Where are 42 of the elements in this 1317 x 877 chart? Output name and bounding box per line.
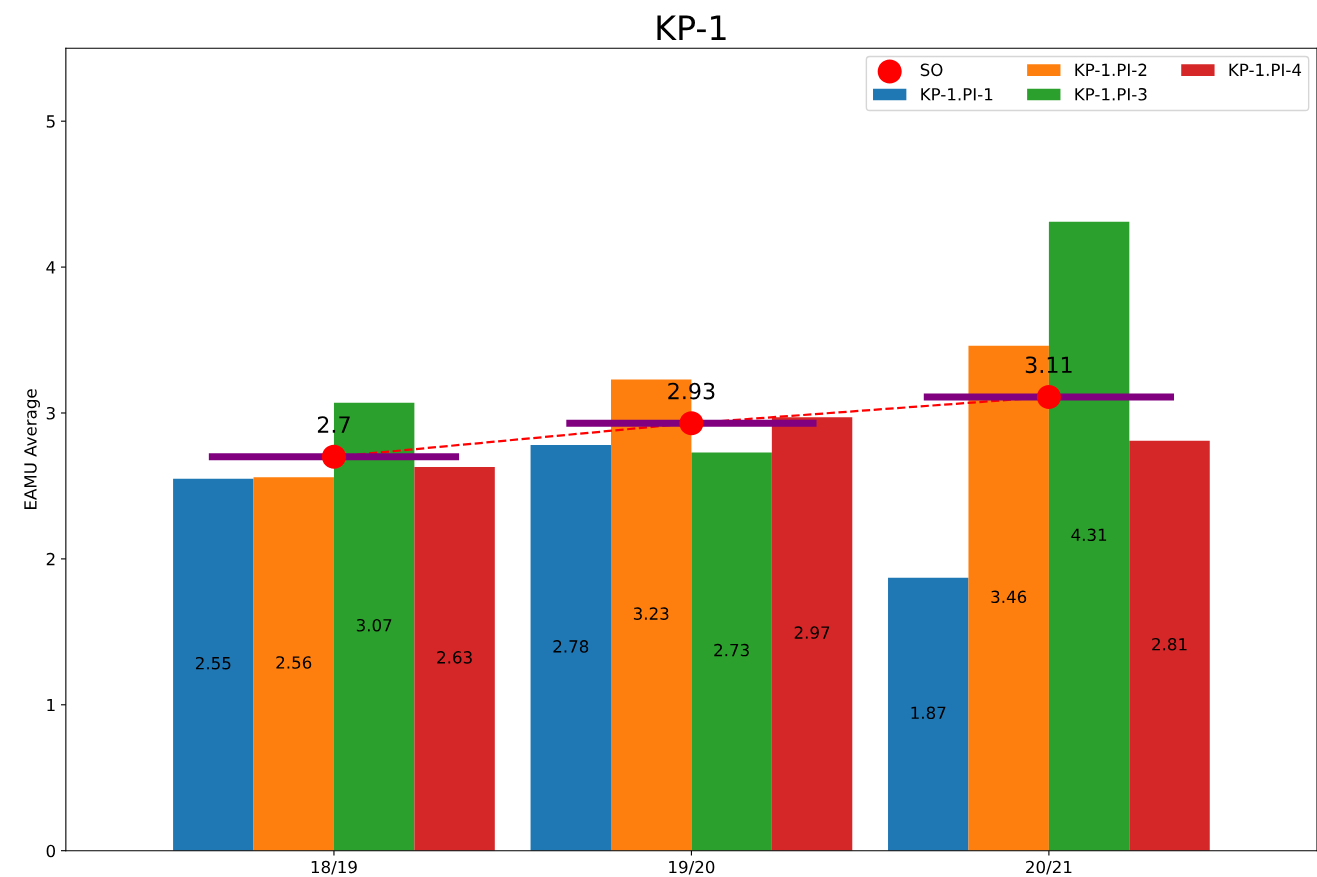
x-tick-label: 19/20 bbox=[669, 860, 715, 875]
bar bbox=[414, 466, 495, 851]
data-label: 3.23 bbox=[633, 607, 669, 620]
y-tick-label: 4 bbox=[46, 261, 56, 274]
legend-label: KP-1.PI-2 bbox=[1075, 63, 1147, 76]
legend-label: KP-1.PI-1 bbox=[921, 88, 993, 101]
legend-label: SO bbox=[920, 63, 943, 77]
legend-label: KP-1.PI-3 bbox=[1075, 87, 1147, 101]
point bbox=[321, 444, 346, 469]
x-tick-label: 20/21 bbox=[1026, 860, 1072, 875]
data-label: 2.7 bbox=[317, 416, 350, 433]
bar bbox=[888, 577, 969, 851]
y-axis-title: EAMU Average bbox=[24, 389, 40, 509]
data-label: 2.73 bbox=[714, 643, 749, 657]
y-tick-label: 1 bbox=[47, 698, 55, 712]
bar bbox=[771, 417, 853, 851]
data-label: 4.31 bbox=[1071, 528, 1107, 542]
bar bbox=[173, 478, 254, 851]
y-tick-label: 2 bbox=[46, 552, 55, 566]
data-label: 2.56 bbox=[276, 656, 312, 669]
data-label: 1.87 bbox=[911, 706, 946, 720]
legend-label: KP-1.PI-4 bbox=[1229, 63, 1302, 76]
data-label: 3.11 bbox=[1025, 356, 1072, 374]
y-tick-label: 3 bbox=[46, 406, 55, 420]
bar bbox=[691, 452, 772, 851]
data-label: 2.93 bbox=[668, 382, 715, 400]
chart-title: KP-1 bbox=[657, 15, 726, 40]
data-label: 2.63 bbox=[437, 651, 472, 664]
point bbox=[679, 411, 704, 436]
data-label: 2.78 bbox=[553, 640, 589, 653]
y-tick-label: 5 bbox=[46, 115, 55, 128]
data-label: 2.97 bbox=[794, 626, 830, 639]
y-tick-label: 0 bbox=[46, 844, 56, 858]
bar bbox=[1129, 440, 1210, 851]
bar bbox=[253, 477, 334, 851]
x-tick-label: 18/19 bbox=[311, 860, 357, 875]
data-label: 3.46 bbox=[991, 590, 1027, 604]
bar bbox=[530, 445, 611, 851]
point bbox=[1036, 384, 1061, 409]
data-label: 2.55 bbox=[195, 656, 231, 670]
data-label: 2.81 bbox=[1152, 637, 1187, 651]
data-label: 3.07 bbox=[356, 618, 392, 632]
